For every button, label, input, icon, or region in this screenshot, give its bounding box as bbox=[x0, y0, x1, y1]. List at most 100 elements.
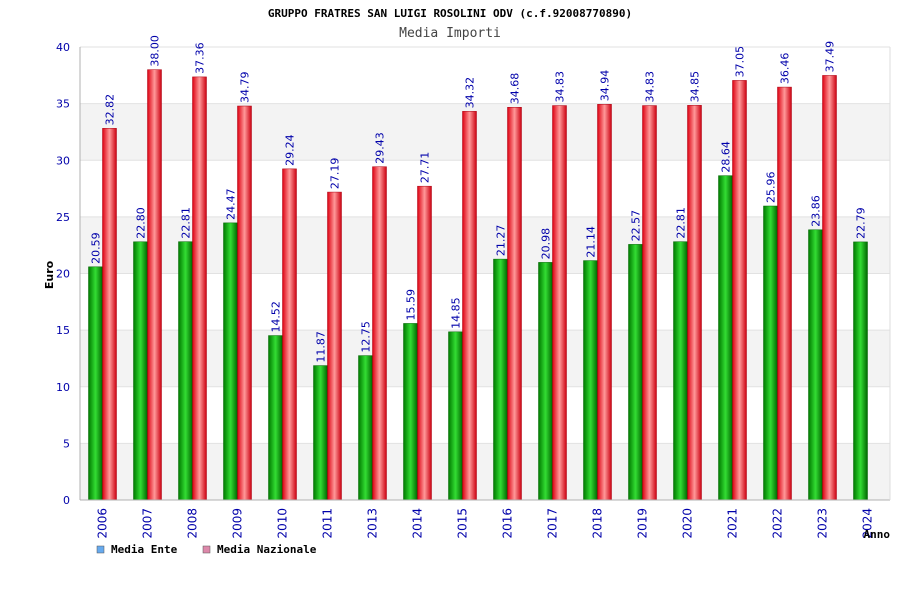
bar-media-ente bbox=[313, 365, 328, 501]
plot-band bbox=[80, 330, 890, 387]
data-label: 21.14 bbox=[585, 226, 598, 258]
bar-media-ente bbox=[583, 260, 598, 501]
plot-background bbox=[80, 47, 890, 500]
x-tick-label: 2020 bbox=[681, 508, 695, 539]
data-label: 27.71 bbox=[419, 152, 432, 184]
data-label: 36.46 bbox=[779, 53, 792, 85]
legend-swatch-media-ente bbox=[96, 545, 105, 554]
data-label: 37.36 bbox=[194, 42, 207, 74]
legend: Media Ente Media Nazionale bbox=[96, 543, 317, 556]
x-tick-label: 2007 bbox=[141, 508, 155, 539]
bar-media-nazionale bbox=[507, 106, 522, 501]
bar-media-ente bbox=[448, 331, 463, 501]
data-label: 22.57 bbox=[630, 210, 643, 242]
y-tick-label: 15 bbox=[56, 324, 70, 337]
bar-media-ente bbox=[358, 355, 373, 501]
data-label: 22.80 bbox=[135, 207, 148, 239]
data-label: 21.27 bbox=[495, 225, 508, 257]
data-label: 38.00 bbox=[149, 35, 162, 67]
bar-media-ente bbox=[673, 241, 688, 501]
y-tick-label: 30 bbox=[56, 154, 70, 167]
y-tick-label: 20 bbox=[56, 268, 70, 281]
data-label: 23.86 bbox=[810, 195, 823, 227]
x-tick-label: 2015 bbox=[456, 508, 470, 539]
data-label: 28.64 bbox=[720, 141, 733, 173]
data-label: 27.19 bbox=[329, 158, 342, 190]
bar-media-ente bbox=[88, 266, 103, 501]
data-label: 29.43 bbox=[374, 132, 387, 164]
bar-media-nazionale bbox=[732, 80, 747, 501]
bar-media-nazionale bbox=[192, 76, 207, 501]
bar-media-nazionale bbox=[642, 105, 657, 501]
bar-media-ente bbox=[718, 175, 733, 501]
data-label: 22.81 bbox=[675, 207, 688, 239]
data-label: 34.83 bbox=[554, 71, 567, 103]
data-label: 34.83 bbox=[644, 71, 657, 103]
bar-media-ente bbox=[403, 323, 418, 501]
data-label: 15.59 bbox=[405, 289, 418, 321]
data-label: 34.94 bbox=[599, 70, 612, 102]
plot-band bbox=[80, 47, 890, 104]
data-label: 34.68 bbox=[509, 73, 522, 105]
bar-media-nazionale bbox=[147, 69, 162, 501]
chart-subtitle: Media Importi bbox=[399, 26, 501, 41]
bar-media-nazionale bbox=[237, 105, 252, 501]
x-tick-label: 2006 bbox=[96, 508, 110, 539]
bar-media-nazionale bbox=[417, 185, 432, 501]
y-tick-label: 5 bbox=[63, 437, 70, 450]
x-tick-label: 2024 bbox=[861, 508, 875, 539]
x-axis-label: Anno bbox=[864, 528, 891, 541]
y-tick-label: 0 bbox=[63, 494, 70, 507]
legend-swatch-media-nazionale bbox=[202, 545, 211, 554]
data-label: 12.75 bbox=[360, 321, 373, 353]
data-label: 11.87 bbox=[315, 331, 328, 363]
bar-media-nazionale bbox=[687, 105, 702, 501]
x-tick-label: 2017 bbox=[546, 508, 560, 539]
data-label: 29.24 bbox=[284, 134, 297, 166]
data-label: 34.85 bbox=[689, 71, 702, 103]
bar-media-ente bbox=[628, 244, 643, 501]
bar-media-ente bbox=[178, 241, 193, 501]
data-label: 32.82 bbox=[104, 94, 117, 126]
x-tick-label: 2019 bbox=[636, 508, 650, 539]
data-label: 14.85 bbox=[450, 297, 463, 329]
bar-media-nazionale bbox=[822, 75, 837, 501]
x-tick-label: 2013 bbox=[366, 508, 380, 539]
x-tick-label: 2009 bbox=[231, 508, 245, 539]
x-tick-label: 2021 bbox=[726, 508, 740, 539]
data-label: 22.79 bbox=[855, 207, 868, 239]
data-label: 24.47 bbox=[225, 188, 238, 220]
bar-media-ente bbox=[763, 205, 778, 501]
data-label: 34.79 bbox=[239, 72, 252, 104]
x-tick-label: 2008 bbox=[186, 508, 200, 539]
plot-band bbox=[80, 103, 890, 161]
bar-media-ente bbox=[223, 222, 238, 501]
data-label: 37.49 bbox=[824, 41, 837, 73]
data-label: 37.05 bbox=[734, 46, 747, 78]
y-tick-label: 25 bbox=[56, 211, 70, 224]
y-axis-label: Euro bbox=[43, 260, 56, 289]
bar-media-nazionale bbox=[597, 104, 612, 501]
y-tick-label: 35 bbox=[56, 98, 70, 111]
plot-band bbox=[80, 160, 890, 217]
bar-media-nazionale bbox=[102, 128, 117, 501]
data-label: 20.98 bbox=[540, 228, 553, 260]
legend-label-media-nazionale: Media Nazionale bbox=[217, 543, 317, 556]
x-tick-label: 2022 bbox=[771, 508, 785, 539]
bar-media-ente bbox=[133, 241, 148, 501]
x-tick-label: 2023 bbox=[816, 508, 830, 539]
bar-media-nazionale bbox=[327, 191, 342, 501]
x-tick-label: 2010 bbox=[276, 508, 290, 539]
plot-band bbox=[80, 443, 890, 500]
bar-media-ente bbox=[538, 262, 553, 501]
bar-media-ente bbox=[268, 335, 283, 501]
axes bbox=[79, 47, 891, 501]
data-labels: 20.59 32.82 22.80 38.00 22.81 37.36 24.47 34.79… bbox=[90, 35, 868, 362]
chart-title: GRUPPO FRATRES SAN LUIGI ROSOLINI ODV (c… bbox=[268, 7, 632, 20]
bar-media-ente bbox=[808, 229, 823, 501]
y-tick-label: 40 bbox=[56, 41, 70, 54]
x-tick-label: 2014 bbox=[411, 508, 425, 539]
data-label: 34.32 bbox=[464, 77, 477, 109]
